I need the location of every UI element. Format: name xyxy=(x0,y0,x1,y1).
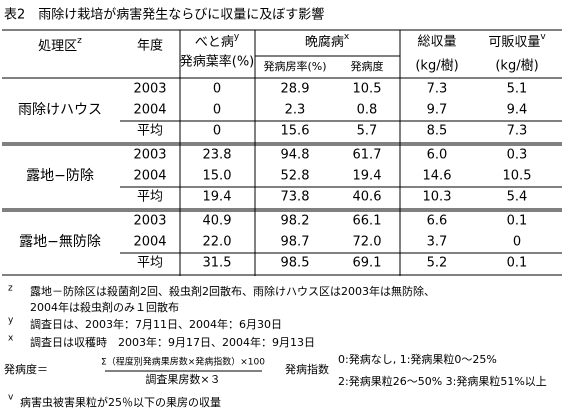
group-label: 露地−無防除 xyxy=(19,234,101,250)
cell: 5.1 xyxy=(507,82,528,97)
header: 可販収量v xyxy=(488,32,546,50)
header: (kg/樹) xyxy=(495,59,538,74)
cell: 7.3 xyxy=(507,124,528,139)
cell: 2004 xyxy=(133,169,166,184)
note-mark: z xyxy=(8,284,13,294)
cell: 5.2 xyxy=(427,256,448,271)
formula: 発病指数 xyxy=(285,362,329,376)
cell: 19.4 xyxy=(203,190,232,205)
cell: 61.7 xyxy=(353,148,382,163)
cell: 0 xyxy=(213,124,221,139)
cell: 28.9 xyxy=(281,82,310,97)
cell: 31.5 xyxy=(203,256,232,271)
note: 病害虫被害果粒が25％以下の果房の収量 xyxy=(20,395,221,409)
cell: 2003 xyxy=(133,82,166,97)
cell: 9.4 xyxy=(507,103,528,118)
header: 晩腐病x xyxy=(305,32,350,50)
header: 処理区z xyxy=(38,36,82,54)
cell: 2.3 xyxy=(285,103,306,118)
cell: 0.8 xyxy=(357,103,378,118)
cell: 5.4 xyxy=(507,190,528,205)
cell: 15.6 xyxy=(281,124,310,139)
note-mark: y xyxy=(8,316,14,326)
header: 発病度 xyxy=(351,59,384,73)
cell: 10.3 xyxy=(423,190,452,205)
cell: 10.5 xyxy=(503,169,532,184)
header: べと病y xyxy=(195,32,240,50)
cell: 23.8 xyxy=(203,148,232,163)
cell: 2004 xyxy=(133,103,166,118)
cell: 8.5 xyxy=(427,124,448,139)
cell: 7.3 xyxy=(427,82,448,97)
note-mark: x xyxy=(8,334,14,344)
cell: 0 xyxy=(513,235,521,250)
header: 年度 xyxy=(137,38,163,54)
cell: 73.8 xyxy=(281,190,310,205)
cell: 94.8 xyxy=(281,148,310,163)
cell: 66.1 xyxy=(353,214,382,229)
cell: 40.9 xyxy=(203,214,232,229)
cell: 15.0 xyxy=(203,169,232,184)
formula: 調査果房数×３ xyxy=(145,372,220,386)
title: 表2 雨除け栽培が病害発生ならびに収量に及ぼす影響 xyxy=(4,7,324,23)
cell: 平均 xyxy=(137,190,163,205)
cell: 0.1 xyxy=(507,214,528,229)
cell: 5.7 xyxy=(357,124,378,139)
note: 露地－防除区は殺菌剤2回、殺虫剤2回散布、雨除けハウス区は2003年は無防除、 xyxy=(30,284,435,298)
cell: 2003 xyxy=(133,214,166,229)
note: 調査日は、2003年：7月11日、2004年：6月30日 xyxy=(30,317,282,331)
cell: 19.4 xyxy=(353,169,382,184)
formula: Σ（程度別発病果房数×発病指数）×100 xyxy=(101,356,265,368)
group-label: 露地−防除 xyxy=(26,168,94,184)
cell: 2004 xyxy=(133,235,166,250)
cell: 平均 xyxy=(137,256,163,271)
cell: 98.5 xyxy=(281,256,310,271)
cell: 0 xyxy=(213,82,221,97)
cell: 52.8 xyxy=(281,169,310,184)
cell: 98.2 xyxy=(281,214,310,229)
cell: 10.5 xyxy=(353,82,382,97)
cell: 9.7 xyxy=(427,103,448,118)
header: 発病房率(%) xyxy=(263,59,326,73)
cell: 14.6 xyxy=(423,169,452,184)
header: 総収量 xyxy=(417,35,456,50)
note: 調査日は収穫時 2003年：9月17日、2004年：9月13日 xyxy=(30,335,315,349)
cell: 72.0 xyxy=(353,235,382,250)
cell: 22.0 xyxy=(203,235,232,250)
note-mark: v xyxy=(8,393,14,403)
group-label: 雨除けハウス xyxy=(18,102,102,118)
cell: 平均 xyxy=(137,124,163,139)
cell: 6.0 xyxy=(427,148,448,163)
cell: 0 xyxy=(213,103,221,118)
cell: 6.6 xyxy=(427,214,448,229)
cell: 2003 xyxy=(133,148,166,163)
cell: 40.6 xyxy=(353,190,382,205)
formula: 発病度＝ xyxy=(4,362,48,376)
formula: 2:発病果粒26～50% 3:発病果粒51%以上 xyxy=(338,374,547,388)
note: 2004年は殺虫剤のみ１回散布 xyxy=(30,300,179,314)
table-body: 雨除けハウス 2003 0 28.9 10.5 7.3 5.1 2004 0 2.3 0.8 9.7 9… xyxy=(2,82,562,276)
header: (kg/樹) xyxy=(415,59,458,74)
cell: 3.7 xyxy=(427,235,448,250)
formula: 0:発病なし, 1:発病果粒0～25% xyxy=(338,352,497,366)
header: 発病葉率(%) xyxy=(180,54,255,70)
cell: 0.1 xyxy=(507,256,528,271)
cell: 69.1 xyxy=(353,256,382,271)
cell: 98.7 xyxy=(281,235,310,250)
cell: 0.3 xyxy=(507,148,528,163)
